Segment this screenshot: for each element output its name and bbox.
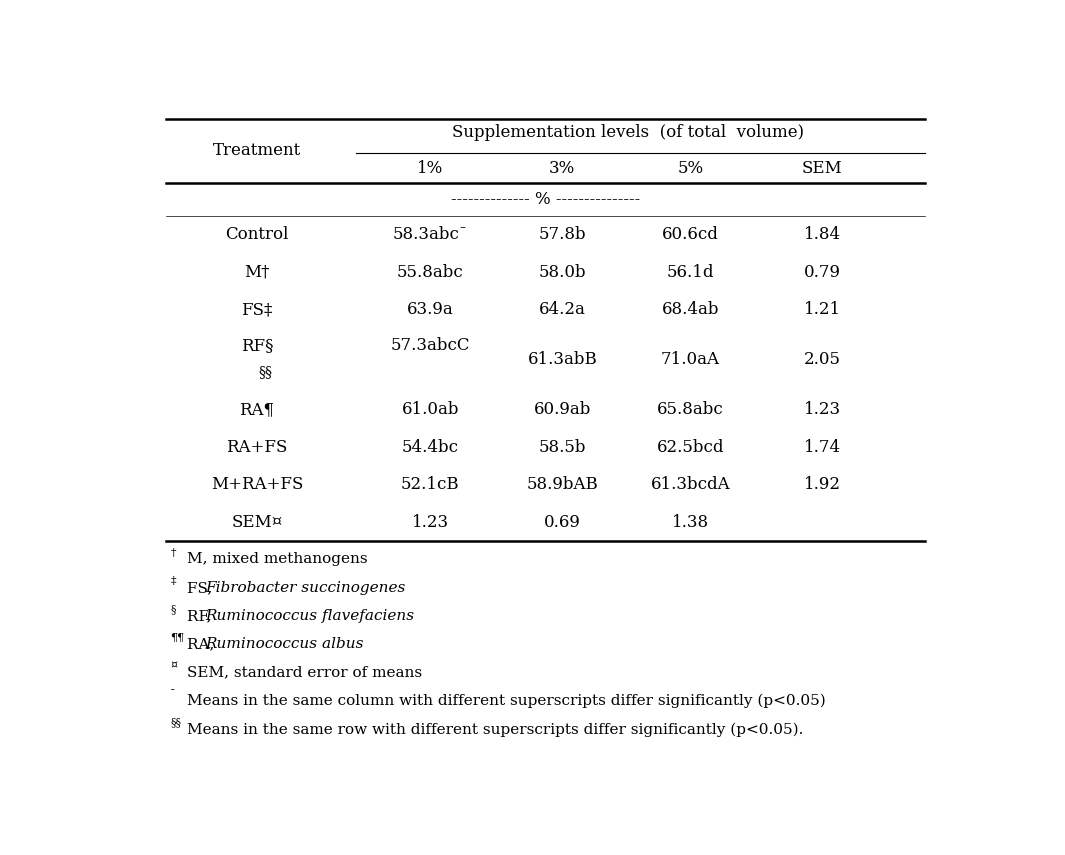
Text: 52.1cB: 52.1cB (400, 476, 460, 493)
Text: 61.0ab: 61.0ab (402, 401, 459, 418)
Text: 1.21: 1.21 (804, 301, 841, 318)
Text: FS‡: FS‡ (242, 301, 273, 318)
Text: 54.4bc: 54.4bc (402, 439, 459, 456)
Text: 2.05: 2.05 (804, 351, 840, 369)
Text: 1.23: 1.23 (412, 514, 448, 531)
Text: 1.23: 1.23 (804, 401, 841, 418)
Text: Means in the same column with different superscripts differ significantly (p<0.0: Means in the same column with different … (186, 694, 825, 708)
Text: RA+FS: RA+FS (226, 439, 288, 456)
Text: SEM, standard error of means: SEM, standard error of means (186, 666, 422, 680)
Text: ˉ: ˉ (170, 689, 176, 699)
Text: 1%: 1% (417, 160, 443, 177)
Text: 0.79: 0.79 (804, 263, 840, 280)
Text: 63.9a: 63.9a (407, 301, 454, 318)
Text: FS,: FS, (186, 581, 217, 595)
Text: M+RA+FS: M+RA+FS (211, 476, 304, 493)
Text: Supplementation levels  (of total  volume): Supplementation levels (of total volume) (453, 124, 804, 140)
Text: 58.3abcˉ: 58.3abcˉ (393, 226, 468, 243)
Text: †: † (170, 547, 176, 557)
Text: §§: §§ (258, 365, 273, 380)
Text: 55.8abc: 55.8abc (397, 263, 463, 280)
Text: SEM: SEM (802, 160, 842, 177)
Text: ¤: ¤ (170, 661, 178, 671)
Text: M, mixed methanogens: M, mixed methanogens (186, 552, 367, 567)
Text: SEM¤: SEM¤ (231, 514, 282, 531)
Text: 58.9bAB: 58.9bAB (526, 476, 599, 493)
Text: -------------- % ---------------: -------------- % --------------- (452, 191, 640, 208)
Text: 57.3abcC: 57.3abcC (391, 338, 470, 355)
Text: RF§: RF§ (241, 338, 274, 355)
Text: 0.69: 0.69 (544, 514, 580, 531)
Text: 65.8abc: 65.8abc (657, 401, 723, 418)
Text: Treatment: Treatment (213, 143, 301, 160)
Text: RF,: RF, (186, 609, 216, 623)
Text: Ruminococcus albus: Ruminococcus albus (204, 638, 363, 652)
Text: RA¶: RA¶ (240, 401, 275, 418)
Text: 62.5bcd: 62.5bcd (656, 439, 724, 456)
Text: 58.5b: 58.5b (539, 439, 586, 456)
Text: Fibrobacter succinogenes: Fibrobacter succinogenes (204, 581, 406, 595)
Text: 5%: 5% (677, 160, 703, 177)
Text: 1.38: 1.38 (672, 514, 709, 531)
Text: 57.8b: 57.8b (539, 226, 586, 243)
Text: Means in the same row with different superscripts differ significantly (p<0.05).: Means in the same row with different sup… (186, 722, 803, 736)
Text: 68.4ab: 68.4ab (661, 301, 719, 318)
Text: ‡: ‡ (170, 576, 176, 586)
Text: 71.0aA: 71.0aA (660, 351, 720, 369)
Text: 61.3abB: 61.3abB (527, 351, 597, 369)
Text: 56.1d: 56.1d (667, 263, 714, 280)
Text: M†: M† (244, 263, 269, 280)
Text: Control: Control (225, 226, 289, 243)
Text: 61.3bcdA: 61.3bcdA (651, 476, 731, 493)
Text: RA,: RA, (186, 638, 219, 652)
Text: §§: §§ (170, 717, 181, 728)
Text: §: § (170, 604, 176, 614)
Text: 60.9ab: 60.9ab (534, 401, 591, 418)
Text: 1.74: 1.74 (804, 439, 841, 456)
Text: 1.92: 1.92 (804, 476, 840, 493)
Text: 60.6cd: 60.6cd (661, 226, 719, 243)
Text: ¶¶: ¶¶ (170, 633, 184, 642)
Text: 3%: 3% (550, 160, 575, 177)
Text: Ruminococcus flavefaciens: Ruminococcus flavefaciens (204, 609, 414, 623)
Text: 1.84: 1.84 (804, 226, 841, 243)
Text: 64.2a: 64.2a (539, 301, 586, 318)
Text: 58.0b: 58.0b (539, 263, 586, 280)
